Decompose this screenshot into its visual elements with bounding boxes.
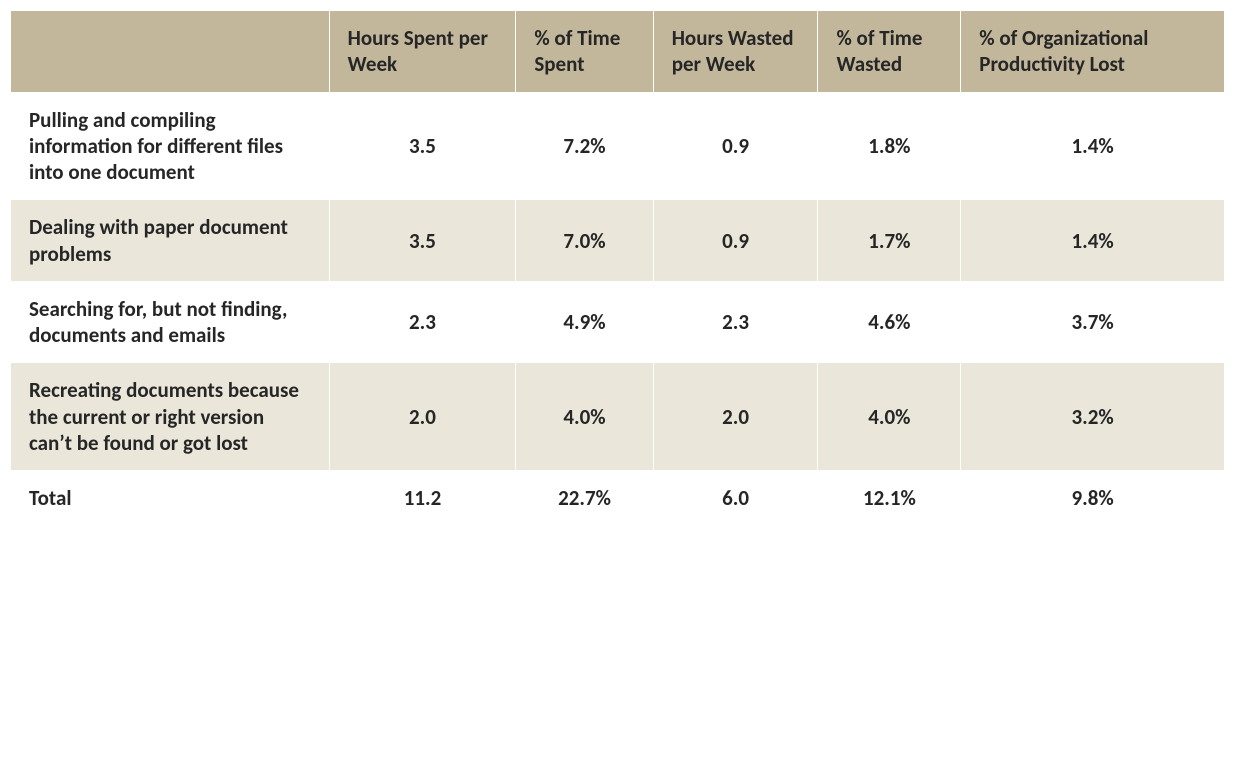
productivity-table: Hours Spent per Week % of Time Spent Hou… [10,10,1225,526]
cell-hours-wasted: 0.9 [653,200,818,282]
cell-hours-spent: 11.2 [329,471,516,526]
cell-pct-wasted: 1.7% [818,200,961,282]
cell-hours-wasted: 0.9 [653,92,818,200]
cell-hours-spent: 3.5 [329,200,516,282]
table-row-total: Total 11.2 22.7% 6.0 12.1% 9.8% [11,471,1225,526]
row-label: Dealing with paper document problems [11,200,330,282]
cell-pct-wasted: 1.8% [818,92,961,200]
col-header-blank [11,11,330,93]
row-label: Searching for, but not finding, document… [11,281,330,363]
cell-pct-prod: 9.8% [961,471,1225,526]
cell-pct-prod: 3.7% [961,281,1225,363]
cell-pct-wasted: 4.6% [818,281,961,363]
cell-pct-spent: 4.9% [516,281,653,363]
cell-pct-prod: 3.2% [961,363,1225,471]
table-row: Pulling and compiling information for di… [11,92,1225,200]
cell-pct-prod: 1.4% [961,92,1225,200]
cell-pct-spent: 22.7% [516,471,653,526]
col-header-pct-prod: % of Organizational Productivity Lost [961,11,1225,93]
cell-hours-spent: 2.3 [329,281,516,363]
row-label: Pulling and compiling information for di… [11,92,330,200]
cell-hours-spent: 3.5 [329,92,516,200]
col-header-pct-spent: % of Time Spent [516,11,653,93]
table-row: Recreating documents because the current… [11,363,1225,471]
cell-pct-prod: 1.4% [961,200,1225,282]
table-row: Searching for, but not finding, document… [11,281,1225,363]
cell-hours-spent: 2.0 [329,363,516,471]
col-header-hours-spent: Hours Spent per Week [329,11,516,93]
cell-hours-wasted: 2.0 [653,363,818,471]
cell-pct-spent: 7.0% [516,200,653,282]
table-row: Dealing with paper document problems 3.5… [11,200,1225,282]
row-label-total: Total [11,471,330,526]
col-header-hours-wasted: Hours Wasted per Week [653,11,818,93]
cell-pct-spent: 7.2% [516,92,653,200]
cell-pct-spent: 4.0% [516,363,653,471]
cell-hours-wasted: 6.0 [653,471,818,526]
col-header-pct-wasted: % of Time Wasted [818,11,961,93]
row-label: Recreating documents because the current… [11,363,330,471]
cell-pct-wasted: 12.1% [818,471,961,526]
cell-hours-wasted: 2.3 [653,281,818,363]
table-header-row: Hours Spent per Week % of Time Spent Hou… [11,11,1225,93]
cell-pct-wasted: 4.0% [818,363,961,471]
